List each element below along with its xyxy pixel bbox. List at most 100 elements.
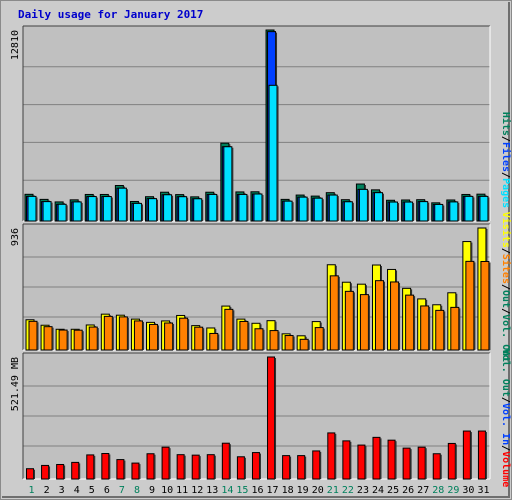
- bar-volume-shadow: [154, 454, 156, 479]
- bar-volume-shadow: [169, 448, 171, 479]
- bar-volume-shadow: [334, 433, 337, 479]
- bar-volume-shadow: [259, 453, 261, 479]
- x-tick-label: 28: [432, 485, 444, 496]
- bar-sites: [374, 280, 384, 351]
- bar-pages: [208, 193, 218, 222]
- bar-volume: [312, 450, 321, 480]
- bar-sites: [344, 290, 354, 351]
- bar-pages-shadow: [231, 147, 234, 221]
- bar-sites-shadow: [52, 327, 54, 350]
- bar-pages-shadow: [352, 202, 354, 221]
- legend-panel-1-separator: /: [500, 172, 511, 178]
- legend-panel-3-item: Vol. In: [500, 403, 511, 445]
- bar-volume: [86, 454, 95, 480]
- bar-pages-shadow: [442, 205, 445, 221]
- bar-volume: [146, 453, 155, 480]
- x-tick-label: 7: [119, 485, 125, 496]
- legend-panel-1-item: Pages: [500, 178, 511, 208]
- legend-panel-2-item: Vol. Out: [500, 314, 511, 362]
- bar-volume: [297, 455, 306, 480]
- bar-pages-shadow: [382, 193, 384, 221]
- bar-volume: [402, 447, 411, 480]
- bar-pages: [434, 203, 444, 222]
- x-tick-label: 8: [134, 485, 140, 496]
- bar-sites-shadow: [142, 321, 144, 350]
- bar-volume-shadow: [199, 456, 201, 479]
- bar-pages-shadow: [66, 205, 68, 221]
- bar-sites-shadow: [338, 276, 340, 350]
- bar-pages-shadow: [412, 203, 415, 221]
- legend-panel-3: Vol. Out/Vol. In/Volume: [500, 349, 511, 488]
- bar-sites: [329, 275, 339, 351]
- bar-pages: [464, 195, 474, 222]
- bar-sites: [224, 308, 234, 351]
- bar-volume: [101, 453, 110, 480]
- bar-pages: [57, 203, 67, 222]
- x-tick-label: 5: [89, 485, 95, 496]
- bar-pages-shadow: [126, 189, 128, 221]
- bar-pages: [87, 196, 97, 222]
- bar-pages: [298, 196, 308, 222]
- legend-panel-2-separator: /: [500, 248, 511, 254]
- bar-volume: [221, 442, 230, 480]
- bar-sites: [103, 315, 113, 351]
- bar-pages-shadow: [277, 86, 279, 221]
- legend-panel-2-item: Visits: [500, 212, 512, 248]
- bar-pages-shadow: [96, 197, 98, 221]
- bar-pages-shadow: [307, 198, 309, 221]
- x-tick-label: 19: [297, 485, 309, 496]
- bar-pages-shadow: [261, 195, 264, 221]
- bar-volume-shadow: [364, 446, 367, 479]
- bar-pages-shadow: [81, 202, 83, 221]
- x-tick-label: 4: [74, 485, 80, 496]
- x-tick-label: 14: [221, 485, 233, 496]
- bar-sites: [435, 309, 445, 351]
- bar-sites-shadow: [353, 292, 355, 350]
- bar-volume-shadow: [244, 457, 246, 479]
- bar-pages: [178, 196, 188, 222]
- bar-volume: [447, 442, 456, 480]
- bar-volume-shadow: [93, 455, 96, 479]
- bar-sites-shadow: [443, 311, 446, 350]
- bar-volume: [387, 439, 396, 480]
- x-tick-label: 29: [447, 485, 459, 496]
- bar-sites-shadow: [413, 296, 416, 350]
- bar-sites-shadow: [97, 328, 99, 350]
- bar-pages-shadow: [472, 197, 475, 221]
- legend-panel-3-separator: /: [500, 445, 511, 451]
- bar-pages: [27, 195, 37, 222]
- bar-sites-shadow: [187, 319, 190, 350]
- bar-volume-shadow: [425, 448, 427, 479]
- bar-pages: [449, 201, 459, 222]
- bar-sites: [450, 306, 460, 351]
- bar-pages-shadow: [487, 197, 490, 221]
- bar-pages: [193, 198, 203, 222]
- bar-pages-shadow: [141, 204, 143, 221]
- x-tick-label: 22: [342, 485, 354, 496]
- bar-volume-shadow: [229, 444, 231, 479]
- bar-pages-shadow: [427, 202, 430, 221]
- bar-pages: [102, 196, 112, 222]
- bar-pages: [389, 201, 399, 222]
- bar-volume-shadow: [485, 432, 487, 479]
- x-tick-label: 25: [387, 485, 399, 496]
- bar-sites: [179, 317, 189, 351]
- legend-panel-2-item: Sites: [500, 254, 512, 284]
- bar-pages-shadow: [322, 199, 324, 221]
- bar-sites-shadow: [458, 308, 461, 350]
- bar-pages-shadow: [51, 202, 53, 221]
- bar-sites: [390, 281, 400, 351]
- bar-sites: [28, 320, 38, 351]
- bar-pages-shadow: [457, 202, 460, 221]
- bar-pages: [343, 201, 353, 222]
- legend-panel-2: Visits/Sites/Out/Vol. Out: [500, 212, 512, 363]
- bar-volume: [327, 432, 336, 480]
- bar-sites: [405, 294, 415, 351]
- bar-pages: [404, 201, 414, 222]
- bar-sites: [88, 326, 98, 351]
- bar-volume: [116, 459, 125, 480]
- bar-volume-shadow: [395, 441, 397, 479]
- bar-sites: [239, 320, 249, 351]
- bar-pages-shadow: [201, 199, 204, 221]
